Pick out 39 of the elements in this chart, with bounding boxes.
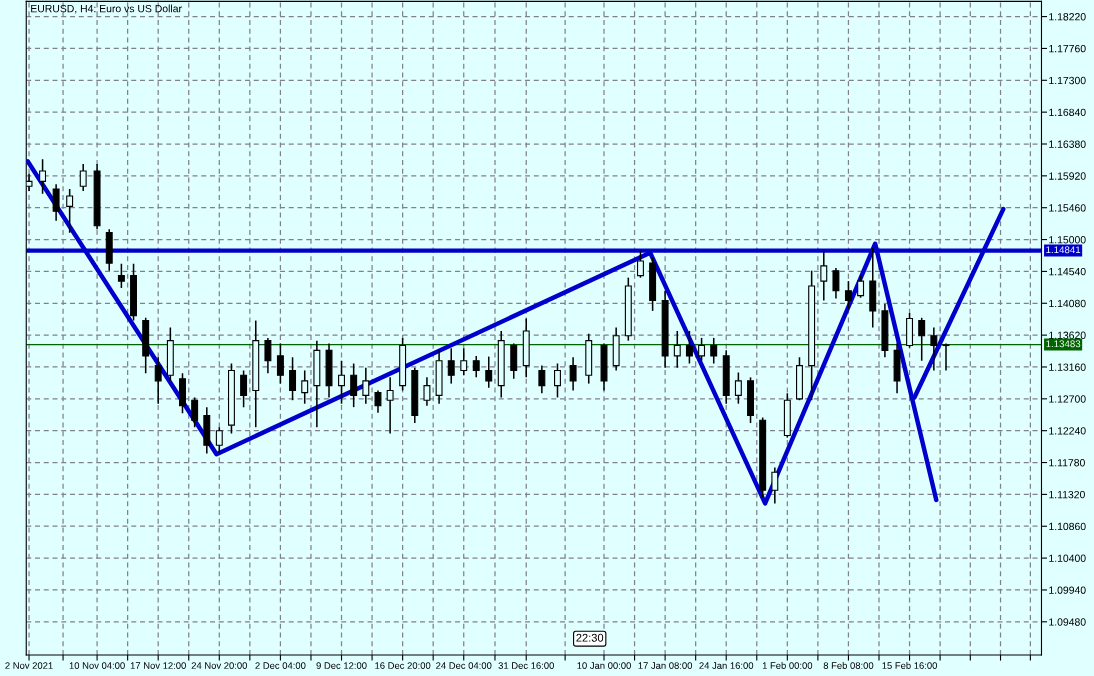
x-tick-label: 2 Dec 04:00 (255, 662, 306, 669)
x-tick-label: 16 Dec 20:00 (375, 662, 431, 669)
y-tick-label: 1.17300 (1049, 76, 1086, 85)
y-tick-label: 1.15000 (1049, 236, 1086, 244)
y-tick-label: 1.09480 (1049, 618, 1086, 626)
y-tick-label: 1.13620 (1049, 331, 1086, 339)
ref-line-label: 1.14841 (1046, 246, 1081, 254)
y-tick-label: 1.11320 (1049, 490, 1085, 499)
x-tick-label: 8 Feb 08:00 (823, 661, 874, 669)
x-tick-label: 10 Jan 00:00 (577, 662, 631, 669)
y-tick-label: 1.12700 (1049, 395, 1086, 403)
x-tick-label: 17 Nov 12:00 (130, 662, 186, 669)
y-tick-label: 1.15920 (1049, 172, 1086, 180)
y-tick-label: 1.10860 (1049, 522, 1086, 531)
x-tick-label: 24 Nov 20:00 (191, 662, 248, 669)
x-tick-label: 10 Nov 04:00 (69, 662, 125, 669)
chart-title: EURUSD, H4: Euro vs US Dollar (31, 4, 182, 14)
y-tick-label: 1.14080 (1049, 299, 1086, 308)
annotation: 22:30 (576, 633, 604, 642)
x-tick-label: 1 Feb 00:00 (762, 661, 813, 669)
y-tick-label: 1.17760 (1049, 44, 1086, 53)
y-tick-label: 1.14540 (1049, 267, 1086, 276)
y-tick-label: 1.16380 (1049, 140, 1086, 148)
y-tick-label: 1.18220 (1049, 13, 1086, 21)
y-tick-label: 1.10400 (1049, 554, 1086, 562)
x-tick-label: 24 Dec 04:00 (436, 662, 492, 669)
x-tick-label: 31 Dec 16:00 (498, 662, 554, 669)
y-tick-label: 1.11780 (1049, 459, 1085, 467)
y-tick-label: 1.16840 (1049, 108, 1086, 117)
x-tick-label: 2 Nov 2021 (5, 662, 53, 669)
x-tick-label: 9 Dec 12:00 (316, 662, 367, 669)
y-tick-label: 1.09940 (1049, 586, 1086, 594)
y-tick-label: 1.15460 (1049, 204, 1086, 212)
x-tick-label: 15 Feb 16:00 (882, 661, 938, 669)
y-tick-label: 1.12240 (1049, 427, 1086, 435)
y-tick-label: 1.13160 (1049, 363, 1086, 371)
x-tick-label: 17 Jan 08:00 (638, 662, 693, 669)
x-tick-label: 24 Jan 16:00 (699, 662, 754, 669)
ref-line-label: 1.13483 (1046, 340, 1081, 348)
